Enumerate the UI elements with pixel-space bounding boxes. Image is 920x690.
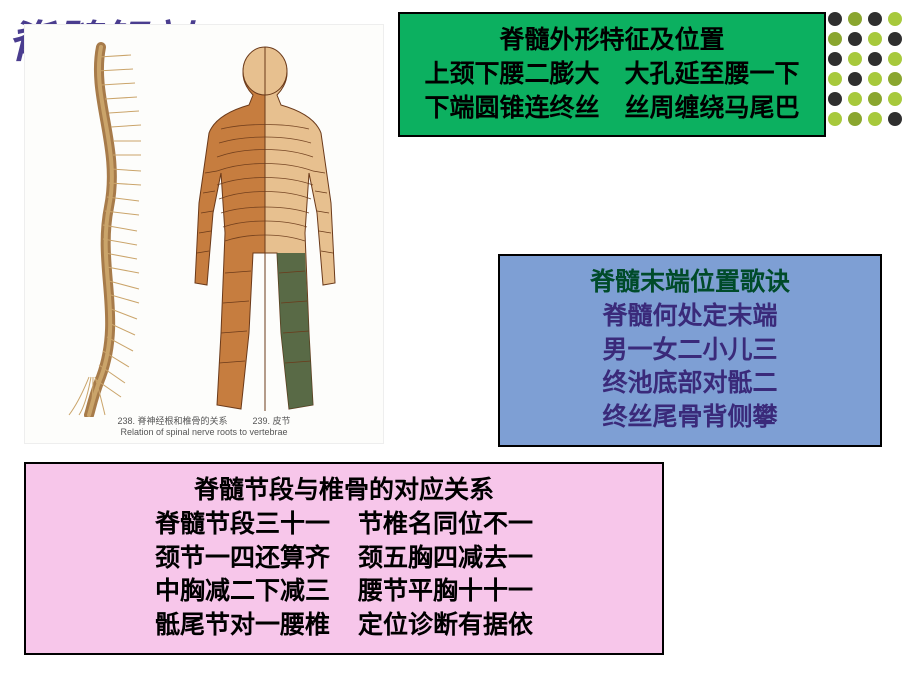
blue-line-3: 终池底部对骶二 [516, 367, 864, 401]
decor-dot [868, 12, 882, 26]
decor-dot [888, 52, 902, 66]
pink-r2l: 颈节一四还算齐 [155, 542, 330, 576]
decor-dot [828, 112, 842, 126]
pink-mnemonic-box: 脊髓节段与椎骨的对应关系 脊髓节段三十一节椎名同位不一 颈节一四还算齐颈五胸四减… [24, 462, 664, 655]
decor-dot [828, 52, 842, 66]
decor-dot [848, 52, 862, 66]
pink-r3r: 腰节平胸十十一 [358, 575, 533, 609]
pink-r2r: 颈五胸四减去一 [358, 542, 533, 576]
green-line-2: 下端圆锥连终丝 丝周缠绕马尾巴 [416, 92, 808, 126]
pink-r1l: 脊髓节段三十一 [155, 508, 330, 542]
caption-right-num: 239. 皮节 [253, 416, 291, 426]
pink-r4l: 骶尾节对一腰椎 [155, 609, 330, 643]
decor-dot [868, 112, 882, 126]
caption-left-en: Relation of spinal nerve roots to verteb… [120, 427, 287, 437]
illustration-caption: 238. 脊神经根和椎骨的关系 239. 皮节 Relation of spin… [25, 414, 383, 437]
decor-dot [888, 32, 902, 46]
blue-line-2: 男一女二小儿三 [516, 334, 864, 368]
decor-dot [868, 72, 882, 86]
decor-dot [848, 32, 862, 46]
decor-dot [888, 72, 902, 86]
green-line-1: 上颈下腰二膨大 大孔延至腰一下 [416, 58, 808, 92]
spine-diagram [31, 37, 151, 417]
decor-dot [828, 72, 842, 86]
decor-dot [848, 12, 862, 26]
decor-dot [848, 92, 862, 106]
decor-dot [868, 92, 882, 106]
pink-r4r: 定位诊断有据依 [358, 609, 533, 643]
dermatome-body [155, 33, 375, 423]
decor-dot [888, 12, 902, 26]
pink-r3l: 中胸减二下减三 [155, 575, 330, 609]
decor-dot [848, 72, 862, 86]
pink-heading: 脊髓节段与椎骨的对应关系 [42, 474, 646, 508]
blue-line-1: 脊髓何处定末端 [516, 300, 864, 334]
decor-dot [868, 52, 882, 66]
green-heading: 脊髓外形特征及位置 [416, 24, 808, 58]
anatomy-illustration: 238. 脊神经根和椎骨的关系 239. 皮节 Relation of spin… [24, 24, 384, 444]
blue-line-4: 终丝尾骨背侧攀 [516, 401, 864, 435]
decor-dot [828, 32, 842, 46]
decor-dot [828, 12, 842, 26]
decor-dot [888, 92, 902, 106]
pink-r1r: 节椎名同位不一 [358, 508, 533, 542]
blue-mnemonic-box: 脊髓末端位置歌诀 脊髓何处定末端 男一女二小儿三 终池底部对骶二 终丝尾骨背侧攀 [498, 254, 882, 447]
blue-heading: 脊髓末端位置歌诀 [516, 266, 864, 300]
decor-dot [868, 32, 882, 46]
green-mnemonic-box: 脊髓外形特征及位置 上颈下腰二膨大 大孔延至腰一下 下端圆锥连终丝 丝周缠绕马尾… [398, 12, 826, 137]
decor-dot [888, 112, 902, 126]
decor-dot [848, 112, 862, 126]
decor-dot [828, 92, 842, 106]
caption-left-num: 238. 脊神经根和椎骨的关系 [117, 416, 227, 426]
